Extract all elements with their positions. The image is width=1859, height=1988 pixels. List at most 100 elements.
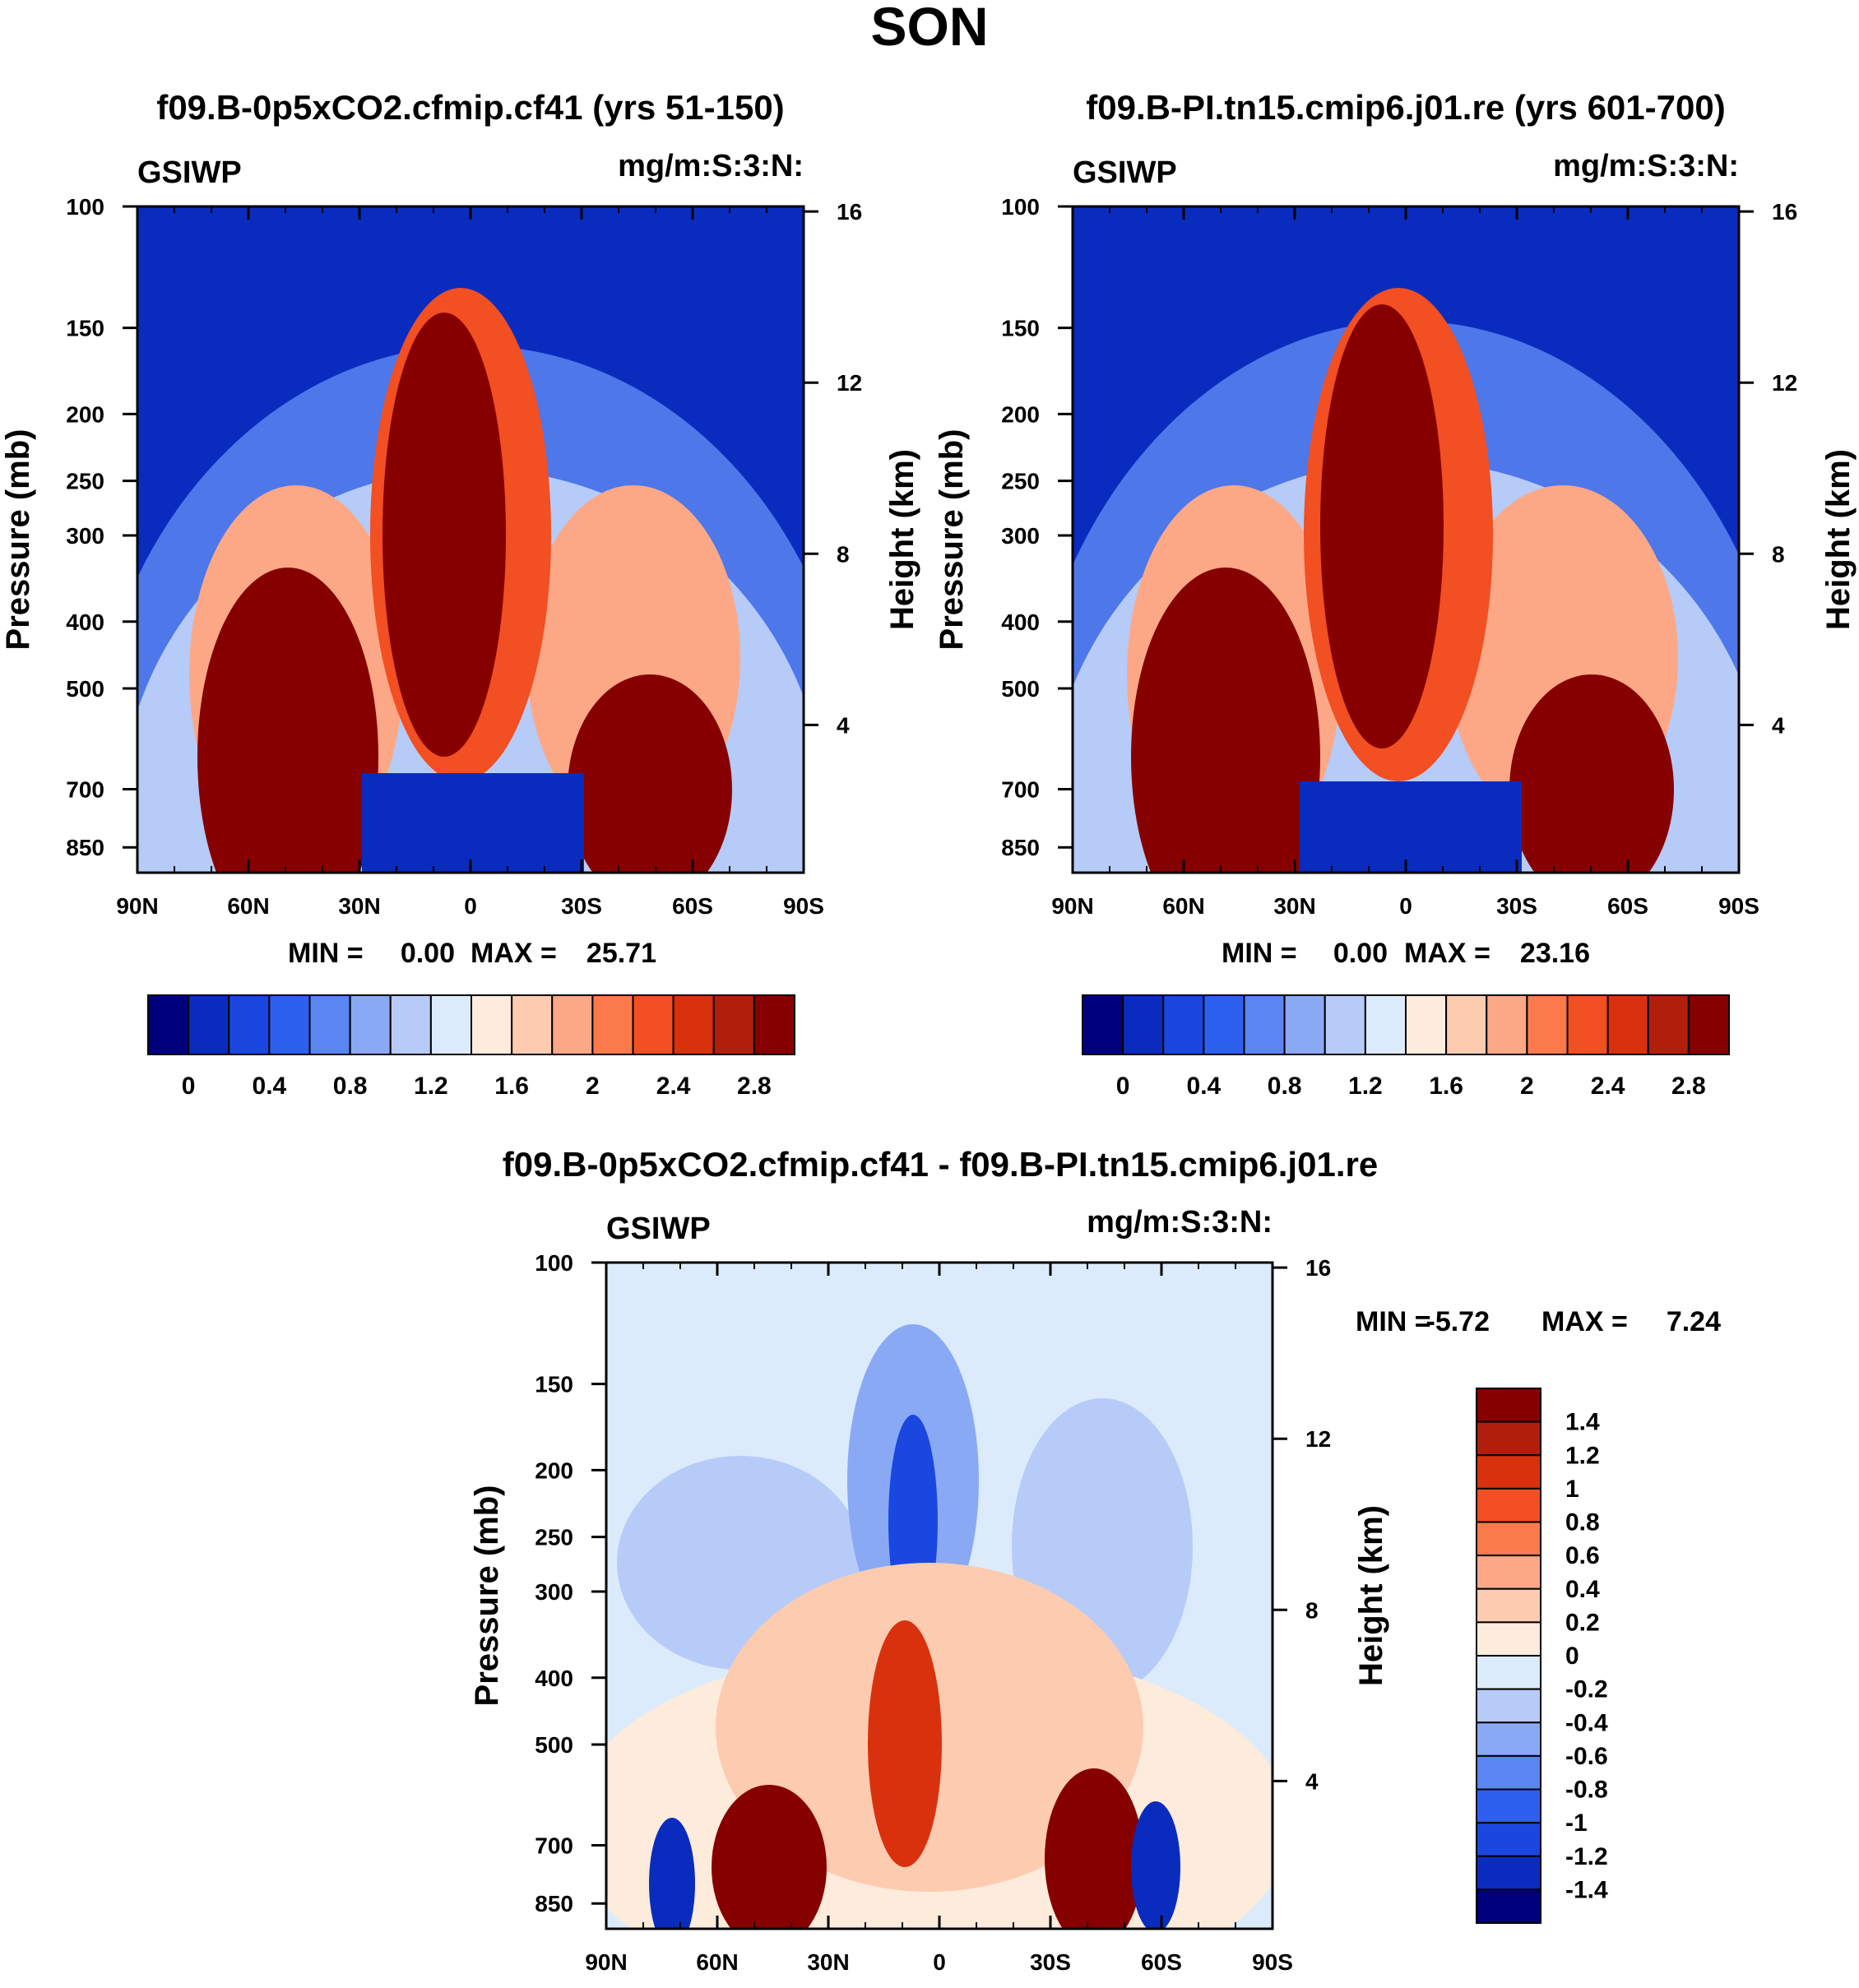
colorbar-box-ctrl: [672, 994, 715, 1055]
panel-ctrl-ylabel-right: Height (km): [884, 449, 920, 630]
colorbar-label-diff: 1.4: [1565, 1409, 1600, 1436]
x-tick-label-diff: 90N: [585, 1949, 627, 1975]
colorbar-label-diff: -0.2: [1565, 1676, 1608, 1703]
colorbar-box-diff: [1476, 1722, 1541, 1757]
panel-diff-trop-positive: [868, 1620, 942, 1867]
colorbar-label-pi: 0.8: [1268, 1073, 1302, 1100]
colorbar-label-pi: 2: [1520, 1073, 1534, 1100]
colorbar-box-pi: [1082, 994, 1124, 1055]
colorbar-box-ctrl: [268, 994, 311, 1055]
colorbar-box-diff: [1476, 1555, 1541, 1590]
panel-ctrl-max-label: MAX =: [471, 938, 557, 969]
panel-pi-variable: GSIWP: [1073, 155, 1177, 190]
x-tick-label-pi: 0: [1399, 893, 1412, 919]
panel-ctrl-min-label: MIN =: [288, 938, 364, 969]
colorbar-label-diff: 0.6: [1565, 1542, 1600, 1569]
y-tick-label-pi: 300: [1001, 523, 1040, 549]
colorbar-box-diff: [1476, 1487, 1541, 1523]
y-tick-label-pi: 200: [1001, 401, 1040, 427]
colorbar-box-diff: [1476, 1754, 1541, 1791]
panel-pi-field: [1073, 206, 1739, 873]
panel-diff-sh-negative-core: [1131, 1801, 1180, 1929]
panel-pi-trop-core: [1320, 304, 1444, 748]
y-tick-label-diff: 200: [535, 1457, 573, 1483]
colorbar-label-ctrl: 2.4: [656, 1073, 691, 1100]
panel-pi-title: f09.B-PI.tn15.cmip6.j01.re (yrs 601-700): [1086, 88, 1725, 127]
x-tick-label-ctrl: 60S: [672, 893, 713, 919]
height-tick-label-pi: 4: [1772, 712, 1785, 738]
colorbar-label-diff: -0.4: [1565, 1709, 1608, 1736]
panel-pi-sh-core: [1509, 674, 1674, 873]
colorbar-label-diff: 1: [1565, 1476, 1579, 1503]
x-tick-label-ctrl: 60N: [227, 893, 269, 919]
x-tick-label-pi: 90S: [1718, 893, 1759, 919]
panel-diff-max-label: MAX =: [1541, 1306, 1628, 1337]
panel-diff-min-value: -5.72: [1426, 1306, 1490, 1337]
colorbar-box-pi: [1364, 994, 1407, 1055]
y-tick-label-diff: 400: [535, 1666, 573, 1691]
y-tick-label-ctrl: 500: [66, 676, 104, 702]
colorbar-box-ctrl: [753, 994, 795, 1055]
panel-ctrl-ylabel: Pressure (mb): [0, 429, 36, 651]
panel-ctrl: f09.B-0p5xCO2.cfmip.cf41 (yrs 51-150) GS…: [0, 88, 920, 1100]
y-tick-label-pi: 400: [1001, 609, 1040, 635]
y-tick-label-ctrl: 200: [66, 401, 104, 427]
height-tick-label-pi: 16: [1772, 199, 1797, 225]
y-tick-label-diff: 700: [535, 1833, 573, 1859]
colorbar-label-diff: -0.6: [1565, 1743, 1608, 1770]
panel-diff-max-value: 7.24: [1667, 1306, 1721, 1337]
colorbar-label-diff: -1: [1565, 1810, 1588, 1837]
colorbar-box-ctrl: [228, 994, 271, 1055]
colorbar-label-ctrl: 0.8: [333, 1073, 368, 1100]
colorbar-box-pi: [1283, 994, 1326, 1055]
x-tick-label-ctrl: 30S: [561, 893, 602, 919]
panel-diff-sh-positive: [1045, 1768, 1143, 1929]
colorbar-box-ctrl: [471, 994, 513, 1055]
colorbar-label-pi: 2.4: [1591, 1073, 1625, 1100]
colorbar-box-diff: [1476, 1688, 1541, 1724]
panel-ctrl-title: f09.B-0p5xCO2.cfmip.cf41 (yrs 51-150): [156, 88, 784, 127]
panel-diff-units: mg/m:S:3:N:: [1087, 1205, 1273, 1240]
colorbar-label-ctrl: 2: [586, 1073, 600, 1100]
colorbar-label-diff: 0.4: [1565, 1576, 1600, 1603]
y-tick-label-diff: 500: [535, 1732, 573, 1758]
x-tick-label-diff: 30N: [807, 1949, 849, 1975]
colorbar-box-ctrl: [188, 994, 230, 1055]
colorbar-box-pi: [1405, 994, 1448, 1055]
x-tick-label-diff: 0: [933, 1949, 946, 1975]
panel-pi-ylabel: Pressure (mb): [934, 429, 970, 651]
height-tick-label-diff: 4: [1305, 1768, 1319, 1794]
panel-ctrl-sh-core: [568, 674, 732, 873]
x-tick-label-pi: 30N: [1273, 893, 1315, 919]
panel-pi-units: mg/m:S:3:N:: [1553, 149, 1739, 183]
panel-ctrl-max-value: 25.71: [586, 938, 656, 969]
colorbar-label-diff: 0.8: [1565, 1509, 1600, 1536]
height-tick-label-diff: 12: [1305, 1426, 1331, 1452]
y-tick-label-ctrl: 250: [66, 469, 104, 494]
season-title: SON: [870, 0, 988, 57]
panel-ctrl-nh-core: [197, 568, 378, 873]
colorbar-box-diff: [1476, 1855, 1541, 1891]
colorbar-box-ctrl: [712, 994, 755, 1055]
colorbar-box-diff: [1476, 1621, 1541, 1657]
panel-pi-nh-core: [1131, 568, 1320, 873]
panel-pi-dry-zone: [1300, 781, 1522, 873]
x-tick-label-ctrl: 90S: [783, 893, 824, 919]
y-tick-label-ctrl: 300: [66, 523, 104, 549]
colorbar-label-diff: -0.8: [1565, 1777, 1608, 1804]
colorbar-box-pi: [1162, 994, 1205, 1055]
y-tick-label-pi: 850: [1001, 835, 1040, 860]
x-tick-label-diff: 30S: [1030, 1949, 1071, 1975]
colorbar-label-ctrl: 1.2: [414, 1073, 448, 1100]
y-tick-label-diff: 100: [535, 1250, 573, 1276]
panel-ctrl-units: mg/m:S:3:N:: [618, 149, 804, 183]
colorbar-box-ctrl: [147, 994, 190, 1055]
colorbar-label-pi: 1.6: [1429, 1073, 1463, 1100]
colorbar-label-ctrl: 1.6: [494, 1073, 529, 1100]
y-tick-label-diff: 250: [535, 1525, 573, 1550]
panel-pi: f09.B-PI.tn15.cmip6.j01.re (yrs 601-700)…: [934, 88, 1857, 1100]
colorbar-box-diff: [1476, 1521, 1541, 1557]
y-tick-label-ctrl: 850: [66, 835, 104, 860]
y-tick-label-diff: 300: [535, 1579, 573, 1605]
colorbar-box-diff: [1476, 1788, 1541, 1824]
